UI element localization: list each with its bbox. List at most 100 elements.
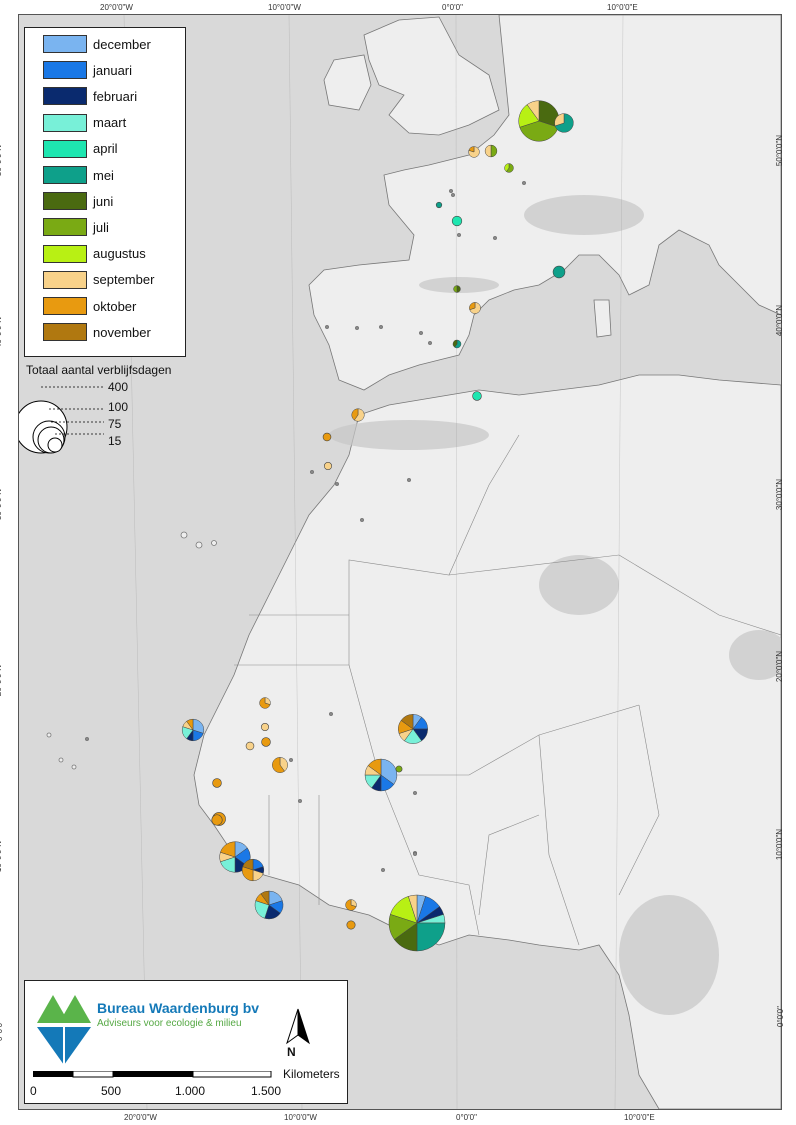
bureau-logo-icon [37, 995, 91, 1065]
legend-swatch [43, 323, 87, 342]
site-pie [435, 201, 443, 209]
pie-slice-september [260, 722, 270, 732]
grid-left-40n: 40°0'0"N [0, 316, 4, 349]
pie-slice-juni [456, 285, 461, 293]
border-1 [234, 434, 520, 666]
pie-slice-juli [453, 285, 458, 293]
graticule-line [288, 15, 303, 1109]
site-pie [364, 758, 398, 792]
pie-slice-oktober [322, 432, 332, 442]
legend-swatch [43, 244, 87, 263]
grid-right-20n: 20°0'0"N [775, 650, 785, 683]
site-pie [468, 146, 480, 158]
site-pie [552, 265, 566, 279]
site-pie [272, 757, 288, 773]
site-pie [323, 461, 333, 471]
land-cape-verde-3 [71, 764, 77, 770]
site-dot [451, 192, 456, 197]
pie-slice-oktober [346, 920, 356, 930]
logo-scale-box: Bureau Waardenburg bv Adviseurs voor eco… [24, 980, 348, 1104]
pie-slice-juni [452, 339, 458, 348]
pie-slice-oktober [211, 814, 223, 826]
grid-left-10n: 10°0'0"N [0, 840, 4, 873]
site-dot [298, 799, 303, 804]
pie-slice-oktober [351, 408, 359, 421]
land-canary-2 [195, 541, 203, 549]
pie-slice-oktober [212, 778, 222, 788]
site-dot [413, 791, 418, 796]
relief-ahaggar [539, 555, 619, 615]
border-7 [618, 704, 660, 896]
legend-swatch [43, 61, 87, 80]
grid-bottom-20w: 20°0'0"W [124, 1113, 157, 1122]
pie-slice-oktober [469, 302, 476, 311]
site-dot [381, 868, 386, 873]
grid-right-10n: 10°0'0"N [775, 828, 785, 861]
pie-slice-oktober [272, 757, 285, 773]
legend-label: maart [93, 115, 127, 131]
pie-slice-september [279, 757, 288, 772]
grid-left-0: 0°0'0" [0, 1020, 4, 1041]
land-canary-3 [211, 540, 217, 546]
legend-label: mei [93, 167, 114, 183]
legend-item-januari: januari [43, 60, 132, 80]
brand-name: Bureau Waardenburg bv [97, 1000, 260, 1016]
size-label-100: 100 [108, 400, 129, 414]
legend-swatch [43, 270, 87, 289]
site-pie [322, 432, 332, 442]
site-dot [413, 852, 418, 857]
pie-slice-september [484, 144, 492, 158]
legend-label: oktober [93, 298, 137, 314]
pie-slice-september [408, 894, 418, 924]
site-dot [419, 331, 424, 336]
site-pie [451, 215, 463, 227]
relief-tibesti [729, 630, 781, 680]
land-ireland [323, 54, 372, 111]
site-dot [329, 712, 334, 717]
site-dot [428, 341, 433, 346]
graticule-line [614, 15, 624, 1109]
pie-slice-oktober [367, 758, 382, 776]
border-5 [378, 774, 480, 936]
size-label-75: 75 [108, 417, 122, 431]
border-8 [618, 554, 781, 636]
border-9 [448, 554, 620, 576]
legend-label: januari [93, 62, 133, 78]
relief-alps [524, 195, 644, 235]
size-legend-title: Totaal aantal verblijfsdagen [26, 363, 172, 377]
pie-slice-oktober [345, 899, 357, 911]
site-pie [388, 894, 446, 952]
legend-item-december: december [43, 34, 151, 54]
site-pies [84, 100, 574, 952]
pie-slice-november [260, 890, 270, 906]
site-pie [261, 737, 271, 747]
pie-slice-oktober [259, 697, 271, 709]
grid-bottom-10w: 10°0'0"W [284, 1113, 317, 1122]
grid-bottom-10e: 10°0'0"E [624, 1113, 655, 1122]
legend-item-juni: juni [43, 191, 113, 211]
site-dot [310, 470, 315, 475]
month-legend: december januari februari maart april mei juni… [24, 27, 186, 357]
site-dot [449, 188, 454, 193]
pie-slice-september [353, 408, 365, 422]
pie-slice-juli [490, 144, 498, 158]
grid-right-40n: 40°0'0"N [775, 304, 785, 337]
site-dot [522, 180, 527, 185]
site-dot [457, 232, 462, 237]
land-great-britain [363, 16, 500, 136]
land-sardinia [593, 299, 612, 338]
legend-item-mei: mei [43, 165, 114, 185]
border-6 [538, 734, 580, 946]
site-dot [335, 482, 340, 487]
logo-green-triangle-right [59, 995, 91, 1023]
pie-slice-augustus [504, 163, 510, 172]
legend-item-september: september [43, 270, 154, 290]
legend-item-oktober: oktober [43, 296, 136, 316]
pie-slice-september [526, 100, 540, 122]
legend-label: december [93, 36, 151, 52]
site-pie [211, 814, 223, 826]
legend-swatch [43, 113, 87, 132]
site-pie [351, 408, 365, 422]
site-dot [379, 325, 384, 330]
land-cape-verde-2 [58, 757, 64, 763]
